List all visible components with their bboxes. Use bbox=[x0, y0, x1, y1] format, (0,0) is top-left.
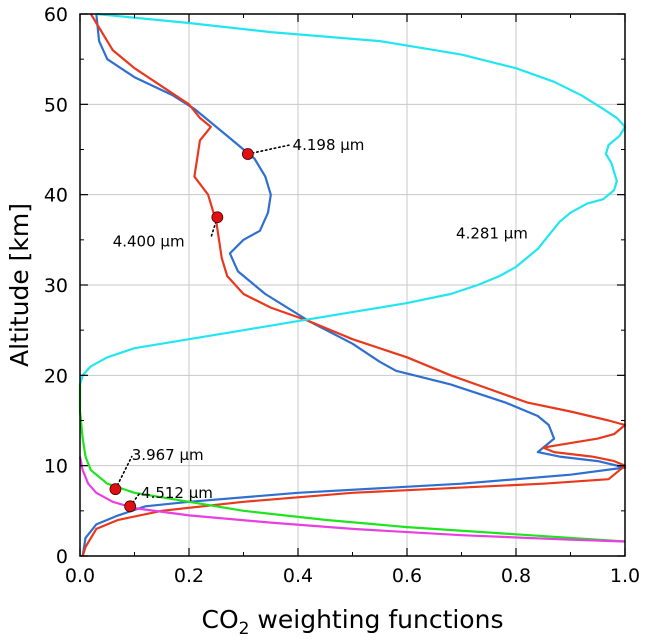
series-line bbox=[78, 456, 626, 543]
x-tick-label: 1.0 bbox=[610, 565, 640, 587]
point-marker bbox=[109, 483, 122, 496]
annotation-label: 3.967 µm bbox=[132, 446, 204, 464]
grid-lines bbox=[80, 14, 625, 556]
series-lines bbox=[78, 12, 627, 557]
y-tick-label: 40 bbox=[44, 185, 68, 207]
y-axis-title: Altitude [km] bbox=[5, 203, 34, 367]
x-tick-label: 0.4 bbox=[283, 565, 313, 587]
annotation-leader bbox=[210, 216, 219, 239]
series-line bbox=[78, 12, 627, 385]
y-tick-label: 20 bbox=[44, 365, 68, 387]
x-axis-title: CO2 weighting functions bbox=[202, 605, 504, 639]
point-marker bbox=[124, 500, 137, 513]
annotation-leader bbox=[247, 144, 291, 155]
x-axis-title-rest: weighting functions bbox=[249, 605, 503, 634]
x-tick-label: 0.8 bbox=[501, 565, 531, 587]
point-marker bbox=[211, 211, 224, 224]
point-markers bbox=[109, 148, 254, 513]
series-line bbox=[81, 13, 627, 557]
y-tick-label: 0 bbox=[56, 546, 68, 568]
axis-ticks: 0.0 0.2 0.4 0.6 0.8 1.0 0 10 20 30 40 50 60 bbox=[44, 4, 640, 587]
x-tick-label: 0.2 bbox=[174, 565, 204, 587]
series-line bbox=[78, 384, 626, 543]
annotation-layer: 4.198 µm 4.400 µm 4.281 µm 3.967 µm 4.512 µm bbox=[113, 136, 528, 508]
annotation-label: 4.512 µm bbox=[141, 484, 213, 502]
annotation-leader bbox=[129, 491, 141, 508]
y-tick-label: 60 bbox=[44, 4, 68, 26]
annotation-label: 4.281 µm bbox=[456, 225, 528, 243]
x-tick-label: 0.6 bbox=[392, 565, 422, 587]
series-line bbox=[81, 13, 627, 557]
y-tick-label: 30 bbox=[44, 275, 68, 297]
x-tick-label: 0.0 bbox=[65, 565, 95, 587]
y-tick-label: 50 bbox=[44, 94, 68, 116]
point-marker bbox=[241, 148, 254, 160]
annotation-leader bbox=[114, 455, 133, 490]
annotation-label: 4.198 µm bbox=[293, 136, 365, 154]
x-axis-title-subscript: 2 bbox=[239, 619, 250, 639]
x-axis-title-main: CO bbox=[202, 605, 239, 634]
y-tick-label: 10 bbox=[44, 456, 68, 478]
annotation-label: 4.400 µm bbox=[113, 233, 185, 251]
